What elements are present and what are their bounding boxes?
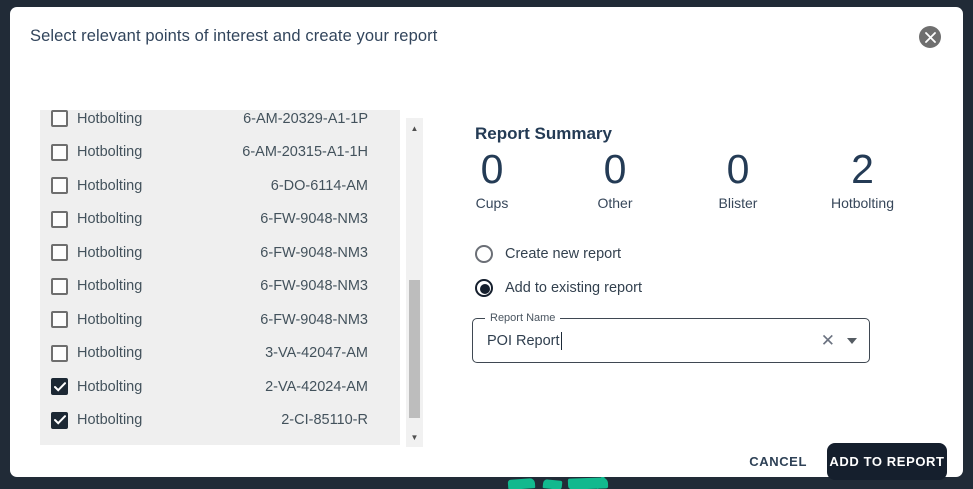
poi-list-row: Hotbolting 2-VA-42024-AM bbox=[40, 370, 400, 404]
stat-label: Blister bbox=[718, 195, 758, 212]
radio-label: Create new report bbox=[505, 246, 622, 262]
close-icon[interactable] bbox=[919, 26, 941, 48]
poi-list-row: Hotbolting 6-FW-9048-NM3 bbox=[40, 203, 400, 237]
poi-type-label: Hotbolting bbox=[77, 144, 143, 161]
poi-list-row: Hotbolting 6-AM-20315-A1-1H bbox=[40, 136, 400, 170]
poi-id-label: 6-FW-9048-NM3 bbox=[260, 244, 368, 261]
checkmark-icon bbox=[53, 381, 66, 392]
chevron-down-icon[interactable] bbox=[847, 337, 857, 344]
summary-stat: 0 Cups bbox=[462, 146, 522, 212]
poi-type-label: Hotbolting bbox=[77, 311, 143, 328]
poi-checkbox[interactable] bbox=[51, 143, 68, 161]
poi-type-label: Hotbolting bbox=[77, 177, 143, 194]
background-teal-fragment bbox=[507, 478, 536, 489]
poi-type-label: Hotbolting bbox=[77, 345, 143, 362]
poi-list-scrollbar[interactable]: ▲ ▼ bbox=[406, 118, 423, 447]
stat-count: 0 bbox=[480, 146, 504, 192]
poi-id-label: 6-AM-20329-A1-1P bbox=[243, 110, 368, 127]
poi-list-row: Hotbolting 6-FW-9048-NM3 bbox=[40, 303, 400, 337]
stat-label: Other bbox=[597, 195, 633, 212]
poi-list-row: Hotbolting 6-FW-9048-NM3 bbox=[40, 270, 400, 304]
close-x-glyph bbox=[924, 31, 936, 43]
poi-list-panel: Hotbolting 6-AM-20329-A1-1P Hotbolting 6… bbox=[40, 110, 400, 445]
poi-type-label: Hotbolting bbox=[77, 244, 143, 261]
poi-type-label: Hotbolting bbox=[77, 378, 143, 395]
poi-list-row: Hotbolting 6-AM-20329-A1-1P bbox=[40, 110, 400, 136]
cancel-button[interactable]: CANCEL bbox=[737, 446, 819, 477]
stat-count: 0 bbox=[603, 146, 627, 192]
poi-id-label: 6-FW-9048-NM3 bbox=[260, 311, 368, 328]
checkmark-icon bbox=[53, 415, 66, 425]
clear-icon[interactable]: ✕ bbox=[820, 331, 835, 350]
report-name-label: Report Name bbox=[485, 312, 561, 324]
poi-checkbox[interactable] bbox=[51, 311, 68, 329]
poi-list-row: Hotbolting 2-CI-85110-R bbox=[40, 404, 400, 438]
poi-checkbox[interactable] bbox=[51, 344, 68, 362]
report-summary-heading: Report Summary bbox=[475, 124, 612, 143]
radio-dot bbox=[480, 284, 490, 294]
report-option-radio[interactable]: Add to existing report bbox=[475, 271, 642, 305]
dialog-actions: CANCEL ADD TO REPORT bbox=[737, 441, 947, 481]
report-name-field[interactable]: Report Name POI Report ✕ bbox=[472, 312, 870, 363]
background-teal-fragment bbox=[542, 479, 563, 489]
poi-id-label: 3-VA-42047-AM bbox=[265, 345, 368, 362]
summary-stat: 2 Hotbolting bbox=[830, 146, 894, 212]
radio-icon[interactable] bbox=[475, 245, 493, 263]
scroll-up-arrow-icon[interactable]: ▲ bbox=[410, 123, 419, 133]
poi-id-label: 6-FW-9048-NM3 bbox=[260, 211, 368, 228]
poi-id-label: 2-VA-42024-AM bbox=[265, 378, 368, 395]
poi-checkbox[interactable] bbox=[51, 411, 68, 429]
poi-checkbox[interactable] bbox=[51, 277, 68, 295]
poi-list: Hotbolting 6-AM-20329-A1-1P Hotbolting 6… bbox=[40, 110, 400, 437]
text-caret bbox=[560, 331, 563, 350]
scrollbar-thumb[interactable] bbox=[409, 280, 420, 418]
poi-id-label: 2-CI-85110-R bbox=[281, 412, 368, 429]
add-to-report-button[interactable]: ADD TO REPORT bbox=[827, 442, 947, 480]
stat-count: 2 bbox=[851, 146, 874, 192]
summary-stat: 0 Other bbox=[585, 146, 645, 212]
report-name-value[interactable]: POI Report bbox=[487, 332, 560, 349]
report-option-radio[interactable]: Create new report bbox=[475, 237, 642, 271]
scroll-down-arrow-icon[interactable]: ▼ bbox=[410, 432, 419, 442]
poi-id-label: 6-DO-6114-AM bbox=[270, 177, 368, 194]
poi-type-label: Hotbolting bbox=[77, 412, 143, 429]
poi-type-label: Hotbolting bbox=[77, 211, 143, 228]
radio-icon[interactable] bbox=[475, 279, 493, 297]
poi-list-row: Hotbolting 6-FW-9048-NM3 bbox=[40, 236, 400, 270]
poi-checkbox[interactable] bbox=[51, 244, 68, 262]
stat-label: Hotbolting bbox=[830, 195, 894, 212]
poi-type-label: Hotbolting bbox=[77, 110, 143, 127]
poi-id-label: 6-FW-9048-NM3 bbox=[260, 278, 368, 295]
poi-checkbox[interactable] bbox=[51, 110, 68, 128]
poi-list-row: Hotbolting 6-DO-6114-AM bbox=[40, 169, 400, 203]
poi-type-label: Hotbolting bbox=[77, 278, 143, 295]
poi-checkbox[interactable] bbox=[51, 378, 68, 396]
poi-id-label: 6-AM-20315-A1-1H bbox=[242, 144, 368, 161]
summary-stat: 0 Blister bbox=[708, 146, 768, 212]
radio-label: Add to existing report bbox=[505, 280, 643, 296]
stat-count: 0 bbox=[726, 146, 750, 192]
summary-stats: 0 Cups 0 Other 0 Blister 2 Hotbolting bbox=[462, 146, 894, 212]
create-report-dialog: Select relevant points of interest and c… bbox=[10, 7, 963, 480]
stat-label: Cups bbox=[475, 195, 509, 212]
poi-list-row: Hotbolting 3-VA-42047-AM bbox=[40, 337, 400, 371]
poi-checkbox[interactable] bbox=[51, 210, 68, 228]
poi-checkbox[interactable] bbox=[51, 177, 68, 195]
dialog-title: Select relevant points of interest and c… bbox=[30, 27, 438, 45]
report-options: Create new report Add to existing report bbox=[475, 237, 642, 305]
